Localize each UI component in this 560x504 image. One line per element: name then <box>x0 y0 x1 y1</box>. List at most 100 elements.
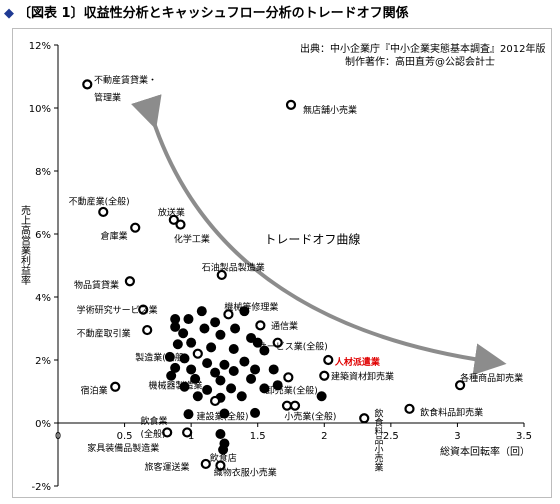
data-label: 不動産取引業 <box>77 328 131 340</box>
filled-data-point <box>170 314 181 325</box>
filled-data-point <box>219 359 230 370</box>
data-label: 小売業(全般) <box>284 411 336 423</box>
filled-data-point <box>202 358 213 369</box>
y-axis-label: 売上高営業利益率 <box>19 204 31 286</box>
x-tick-label: 3 <box>454 431 460 442</box>
filled-data-point <box>246 373 257 384</box>
y-tick-label: 6% <box>35 230 51 241</box>
filled-data-point <box>210 317 221 328</box>
filled-data-point <box>172 339 183 350</box>
chart-heading: ◆ 〔図表 1〕収益性分析とキャッシュフロー分析のトレードオフ関係 <box>4 2 556 24</box>
filled-data-point <box>183 409 194 420</box>
filled-data-point <box>250 364 261 375</box>
data-label: 飲食業 <box>141 415 168 427</box>
data-label: 織物衣服小売業 <box>214 466 277 478</box>
filled-data-point <box>210 367 221 378</box>
filled-data-point <box>219 408 230 419</box>
filled-data-point <box>202 384 213 395</box>
open-data-point <box>281 400 293 411</box>
tradeoff-curve <box>131 94 507 376</box>
x-tick-label: 0.5 <box>117 431 133 442</box>
x-tick-label: 1.5 <box>250 431 266 442</box>
filled-data-point <box>215 375 226 386</box>
x-tick-label: 2.5 <box>383 431 399 442</box>
copyright-credit: 制作著作：高田直芳@公認会計士 <box>345 57 495 68</box>
x-tick-label: 3.5 <box>516 431 532 442</box>
chart-frame <box>12 28 552 498</box>
data-label: 物品賃貸業 <box>74 279 119 291</box>
data-label: 無店舗小売業 <box>303 104 357 116</box>
open-data-point <box>200 458 211 470</box>
filled-data-point <box>259 345 270 356</box>
open-data-point <box>359 413 370 424</box>
filled-data-point <box>179 353 190 364</box>
data-label: 宿泊業 <box>81 384 108 396</box>
open-data-point <box>223 309 234 320</box>
data-label: 放送業 <box>158 206 185 218</box>
open-data-point <box>323 354 334 366</box>
filled-data-point <box>226 383 237 394</box>
open-data-point <box>98 206 109 218</box>
open-data-point <box>138 304 149 315</box>
y-tick-label: 8% <box>35 167 51 178</box>
filled-data-point <box>206 342 217 353</box>
data-label: 建築資材卸売業 <box>331 370 394 382</box>
data-label: 製造業(全般) <box>135 351 187 363</box>
open-data-point <box>175 219 186 230</box>
open-data-point <box>285 99 297 110</box>
data-label: 人材派遣業 <box>334 356 381 368</box>
filled-data-point <box>230 323 241 334</box>
open-data-point <box>283 372 294 383</box>
filled-data-point <box>186 337 197 348</box>
data-label: 管理業 <box>94 91 121 103</box>
filled-data-point <box>236 391 247 402</box>
data-label: サービス業(全般) <box>258 340 328 352</box>
data-label: 飲食店 <box>210 452 237 464</box>
open-data-point <box>130 222 141 233</box>
open-data-point <box>124 276 135 287</box>
filled-data-point <box>272 380 283 391</box>
filled-data-point <box>192 391 203 402</box>
data-label: 機械等修理業 <box>224 301 278 313</box>
filled-data-point <box>252 337 263 348</box>
open-data-point <box>192 348 203 359</box>
data-label-vertical: 飲食料品小売業 <box>373 408 384 473</box>
filled-data-point <box>218 444 229 455</box>
y-tick-label: -2% <box>32 482 51 493</box>
filled-data-point <box>178 328 189 339</box>
data-label: 卸売業(全般) <box>266 384 318 396</box>
open-data-point <box>215 460 226 471</box>
x-tick-label: 0 <box>55 431 61 442</box>
open-data-point <box>168 214 179 225</box>
filled-data-point <box>179 381 190 392</box>
filled-data-point <box>196 306 207 317</box>
open-data-point <box>210 395 221 407</box>
y-tick-label: 4% <box>35 293 51 304</box>
open-data-point <box>454 380 466 391</box>
open-data-point <box>319 370 330 381</box>
filled-data-point <box>239 356 250 367</box>
filled-data-point <box>228 343 239 354</box>
data-label: 機械器製造業 <box>149 380 203 392</box>
open-data-point <box>162 427 173 438</box>
open-data-point <box>142 324 153 336</box>
filled-data-point <box>199 323 210 334</box>
data-label: (全般) <box>141 428 166 440</box>
y-tick-label: 12% <box>29 41 51 52</box>
x-tick-label: 2 <box>321 431 327 442</box>
data-label: 旅客運送業 <box>145 461 190 473</box>
open-data-point <box>404 403 415 414</box>
open-data-point <box>110 381 121 392</box>
open-data-point <box>289 400 301 411</box>
data-label: 不動産賃貸業・ <box>94 74 157 86</box>
x-tick-label: 1 <box>188 431 194 442</box>
filled-data-point <box>170 362 181 373</box>
data-label: 飲食料品卸売業 <box>420 406 483 418</box>
data-label: 通信業 <box>271 320 298 332</box>
filled-data-point <box>215 329 226 340</box>
y-tick-label: 0% <box>35 419 51 430</box>
filled-data-point <box>183 314 194 325</box>
source-credit: 出典：中小企業庁『中小企業実態基本調査』2012年版 <box>300 44 546 55</box>
filled-data-point <box>215 429 226 440</box>
